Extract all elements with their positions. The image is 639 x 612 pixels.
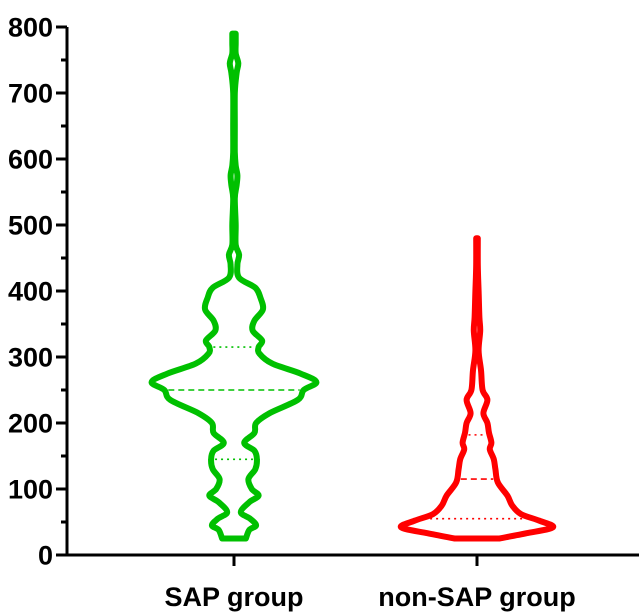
- violin-outline: [397, 235, 557, 542]
- y-tick-label: 300: [8, 343, 53, 373]
- y-tick-label: 600: [8, 145, 53, 175]
- y-tick-label: 500: [8, 211, 53, 241]
- x-category-label: non-SAP group: [378, 582, 575, 612]
- y-tick-label: 200: [8, 409, 53, 439]
- x-category-label: SAP group: [164, 582, 303, 612]
- y-tick-label: 700: [8, 79, 53, 109]
- labels: 0 100 200 300 400 500 600 700 800 SAP group non-SA…: [8, 13, 576, 612]
- y-tick-label: 0: [38, 541, 53, 571]
- y-tick-label: 800: [8, 13, 53, 43]
- y-tick-label: 400: [8, 277, 53, 307]
- y-tick-label: 100: [8, 475, 53, 505]
- violin-outline: [148, 30, 320, 542]
- violins: [148, 30, 557, 542]
- violin-sap-group: [148, 30, 320, 542]
- violin-non-sap-group: [397, 235, 557, 542]
- axes: [56, 25, 639, 566]
